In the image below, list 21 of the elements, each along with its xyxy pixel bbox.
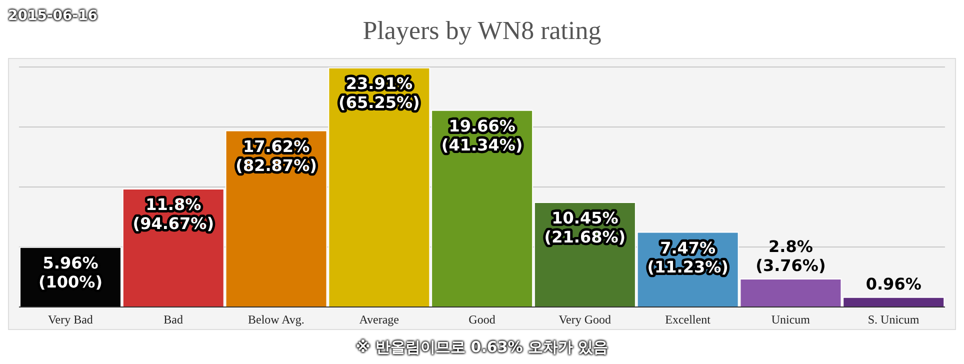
- data-label: 23.91% (65.25%): [338, 74, 420, 112]
- x-tick-label: Below Avg.: [248, 312, 304, 327]
- x-tick-label: Excellent: [665, 312, 712, 327]
- data-label: 7.47% (11.23%): [647, 238, 728, 276]
- data-label: 19.66% (41.34%): [441, 116, 523, 154]
- data-label: 10.45% (21.68%): [544, 208, 626, 246]
- data-label: 5.96% (100%): [38, 253, 103, 292]
- x-tick-label: Very Bad: [48, 312, 93, 327]
- text: 2015-06-16: [8, 8, 98, 24]
- data-label: 17.62% (82.87%): [236, 136, 317, 175]
- x-tick-label: Average: [359, 312, 399, 327]
- x-tick-label: S. Unicum: [868, 312, 920, 327]
- chart-title: Players by WN8 rating: [362, 16, 602, 45]
- x-tick-label: Good: [468, 312, 496, 327]
- data-label: 0.96%: [866, 274, 922, 294]
- x-tick-label: Very Good: [558, 312, 612, 327]
- data-label: 2.8% (3.76%): [756, 237, 826, 275]
- x-tick-label: Bad: [164, 312, 184, 327]
- text: ※ 반올림이므로 0.63% 오차가 있음: [354, 338, 610, 357]
- data-label: 11.8% (94.67%): [132, 195, 214, 233]
- x-tick-label: Unicum: [771, 312, 811, 327]
